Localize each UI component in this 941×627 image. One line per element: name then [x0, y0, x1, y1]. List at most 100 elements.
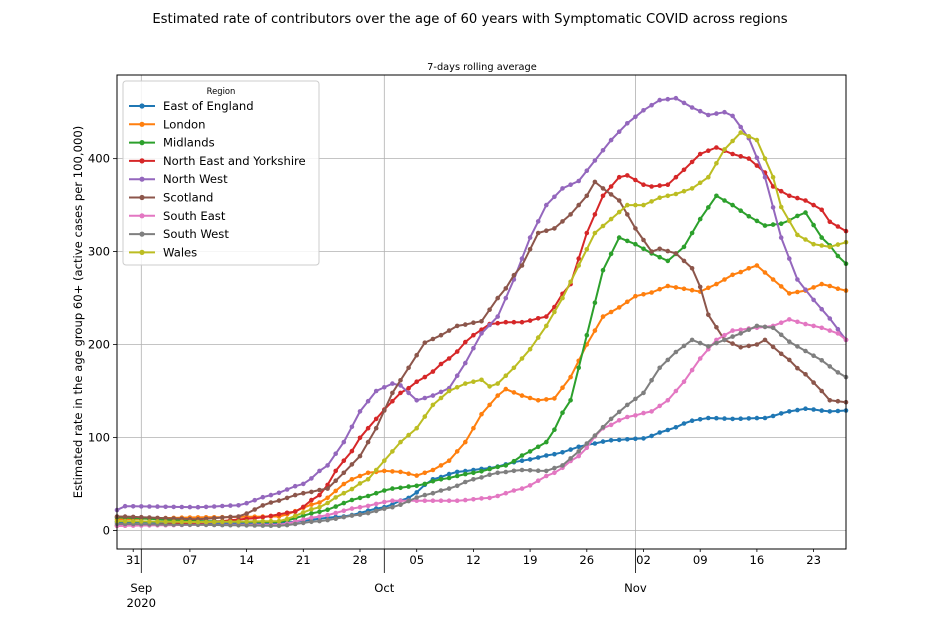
data-point-london	[770, 277, 776, 282]
data-point-north-west	[665, 96, 671, 102]
data-point-scotland	[292, 492, 298, 498]
data-point-midlands	[382, 488, 387, 493]
data-point-south-west	[276, 523, 282, 529]
data-point-north-east-and-yorkshire	[738, 154, 743, 159]
legend-label-scotland: Scotland	[163, 191, 213, 205]
data-point-wales	[471, 379, 476, 385]
data-point-south-west	[365, 510, 371, 516]
data-point-south-east	[625, 414, 630, 420]
data-point-north-east-and-yorkshire	[633, 177, 638, 183]
data-point-east-of-england	[819, 408, 824, 413]
data-point-london	[681, 286, 687, 292]
data-point-scotland	[252, 507, 257, 512]
data-point-wales	[762, 156, 768, 161]
data-point-east-of-england	[552, 451, 557, 457]
data-point-east-of-england	[762, 415, 768, 421]
data-point-north-west	[560, 186, 565, 191]
data-point-south-east	[730, 328, 735, 333]
data-point-north-west	[495, 314, 501, 319]
data-point-south-east	[795, 319, 800, 325]
data-point-north-west	[544, 202, 549, 208]
data-point-north-west	[317, 468, 322, 474]
data-point-east-of-england	[544, 453, 549, 458]
data-point-scotland	[446, 328, 452, 333]
data-point-scotland	[730, 341, 735, 346]
data-point-north-east-and-yorkshire	[503, 319, 509, 325]
data-point-midlands	[446, 475, 452, 481]
data-point-midlands	[544, 439, 549, 445]
data-point-london	[730, 272, 735, 278]
data-point-north-west	[697, 108, 703, 114]
data-point-scotland	[406, 365, 411, 371]
data-point-midlands	[754, 218, 760, 224]
data-point-south-west	[454, 483, 460, 489]
x-minor-tick-label: 31	[126, 553, 141, 567]
data-point-wales	[341, 490, 347, 496]
data-point-east-of-england	[673, 425, 679, 430]
data-point-south-east	[398, 498, 403, 504]
x-major-tick-label: Sep	[130, 581, 152, 595]
data-point-london	[325, 495, 330, 501]
data-point-east-of-england	[714, 415, 719, 421]
data-point-north-west	[406, 390, 411, 396]
data-point-north-west	[220, 503, 225, 509]
data-point-north-west	[608, 137, 614, 143]
data-point-north-west	[471, 345, 476, 351]
data-point-north-east-and-yorkshire	[511, 319, 517, 325]
data-point-london	[390, 469, 395, 474]
data-point-east-of-england	[803, 406, 808, 412]
data-point-north-east-and-yorkshire	[600, 193, 606, 199]
data-point-east-of-england	[722, 416, 727, 421]
data-point-midlands	[576, 365, 581, 371]
data-point-south-west	[746, 327, 752, 333]
data-point-midlands	[616, 235, 622, 240]
data-point-north-east-and-yorkshire	[463, 339, 468, 345]
data-point-london	[430, 467, 436, 473]
data-point-wales	[795, 232, 800, 238]
data-point-north-east-and-yorkshire	[714, 145, 719, 150]
data-point-north-west	[803, 287, 808, 293]
data-point-wales	[357, 481, 363, 486]
data-point-wales	[187, 519, 193, 525]
data-point-scotland	[236, 514, 241, 519]
data-point-london	[560, 385, 565, 391]
data-point-scotland	[398, 378, 403, 383]
data-point-south-east	[317, 514, 322, 519]
data-point-scotland	[325, 486, 330, 491]
data-point-south-east	[535, 478, 541, 484]
data-point-south-west	[706, 344, 711, 349]
data-point-north-west	[584, 168, 590, 173]
data-point-north-west	[252, 497, 257, 503]
data-point-south-west	[568, 456, 573, 461]
data-point-east-of-england	[608, 438, 614, 443]
data-point-scotland	[211, 515, 217, 521]
data-point-south-east	[665, 398, 671, 403]
chart-subtitle: 7-days rolling average	[427, 62, 537, 73]
data-point-north-east-and-yorkshire	[835, 224, 841, 229]
data-point-wales	[122, 518, 128, 524]
x-minor-tick-label: 05	[409, 553, 424, 567]
data-point-south-west	[519, 467, 525, 473]
data-point-wales	[770, 174, 776, 180]
data-point-wales	[584, 247, 590, 252]
data-point-south-west	[730, 334, 735, 339]
legend-box	[122, 80, 320, 266]
data-point-scotland	[171, 516, 176, 521]
data-point-midlands	[309, 511, 314, 516]
data-point-scotland	[284, 495, 290, 501]
data-point-north-west	[325, 463, 330, 468]
data-point-south-west	[681, 343, 687, 349]
data-point-north-east-and-yorkshire	[811, 202, 816, 208]
data-point-wales	[495, 381, 501, 386]
data-point-south-west	[479, 475, 484, 480]
data-point-north-east-and-yorkshire	[827, 219, 833, 225]
data-point-east-of-england	[576, 444, 581, 450]
data-point-south-west	[697, 340, 703, 346]
data-point-south-east	[689, 367, 695, 373]
data-point-north-east-and-yorkshire	[625, 173, 630, 178]
data-point-north-west	[479, 331, 484, 336]
data-point-scotland	[778, 351, 784, 357]
data-point-scotland	[633, 226, 638, 231]
legend-label-east-of-england: East of England	[163, 99, 254, 113]
data-point-north-east-and-yorkshire	[333, 468, 339, 474]
